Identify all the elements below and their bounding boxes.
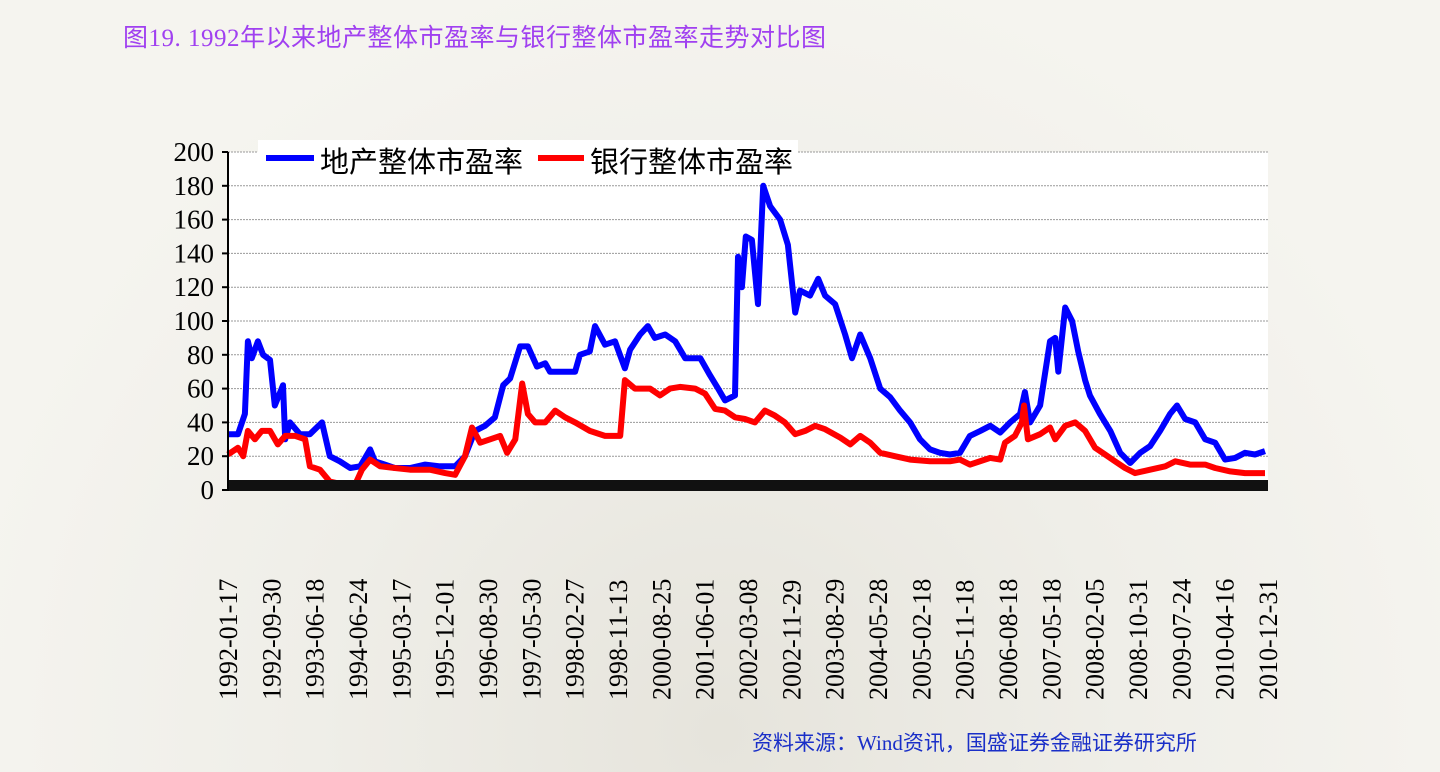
legend-label-real-estate: 地产整体市盈率 [320, 146, 523, 179]
x-tick-label: 2005-02-18 [907, 579, 936, 700]
y-tick-label: 140 [174, 238, 215, 268]
legend: 地产整体市盈率 银行整体市盈率 [258, 140, 798, 182]
x-tick-label: 2010-12-31 [1254, 579, 1283, 700]
x-tick-label: 2008-02-05 [1081, 579, 1110, 700]
y-tick-label: 80 [187, 340, 214, 370]
x-tick-label: 2004-05-28 [864, 579, 893, 700]
legend-label-bank: 银行整体市盈率 [590, 146, 793, 179]
chart-title: 图19. 1992年以来地产整体市盈率与银行整体市盈率走势对比图 [123, 25, 827, 52]
x-axis-dense-ticks [228, 480, 1268, 491]
y-tick-label: 40 [187, 407, 214, 437]
x-tick-label: 2005-11-18 [951, 580, 980, 700]
x-tick-label: 2010-04-16 [1211, 579, 1240, 700]
y-tick-label: 180 [174, 171, 215, 201]
series-line-bank [226, 377, 1265, 488]
y-tick-label: 20 [187, 441, 214, 471]
x-tick-label: 1992-01-17 [214, 579, 243, 700]
series-lines [226, 182, 1266, 488]
x-tick-label: 2001-06-01 [691, 579, 720, 700]
x-tick-label: 2003-08-29 [821, 579, 850, 700]
legend-background [258, 140, 798, 182]
x-tick-label: 1998-02-27 [561, 579, 590, 700]
x-tick-label: 2002-11-29 [777, 580, 806, 700]
y-tick-label: 100 [174, 306, 215, 336]
x-tick-label: 2007-05-18 [1037, 579, 1066, 700]
x-tick-label: 1995-12-01 [431, 579, 460, 700]
source-note: 资料来源：Wind资讯，国盛证券金融证券研究所 [752, 731, 1197, 755]
x-tick-label: 1992-09-30 [257, 579, 286, 700]
x-tick-label: 2006-08-18 [994, 579, 1023, 700]
x-tick-label: 1995-03-17 [387, 579, 416, 700]
x-tick-label: 2008-10-31 [1124, 579, 1153, 700]
x-tick-label: 1997-05-30 [517, 579, 546, 700]
y-tick-label: 120 [174, 272, 215, 302]
x-tick-label: 1993-06-18 [301, 579, 330, 700]
y-tick-label: 0 [201, 475, 215, 505]
x-tick-label: 1998-11-13 [604, 580, 633, 700]
y-tick-label: 60 [187, 374, 214, 404]
x-axis-labels: 1992-01-17 1992-09-30 1993-06-18 1994-06-24… [214, 579, 1283, 700]
y-tick-label: 200 [174, 137, 215, 167]
x-tick-label: 1996-08-30 [474, 579, 503, 700]
x-tick-label: 2002-03-08 [734, 579, 763, 700]
x-tick-label: 2000-08-25 [647, 579, 676, 700]
x-tick-label: 2009-07-24 [1167, 579, 1196, 700]
y-tick-label: 160 [174, 205, 215, 235]
x-tick-label: 1994-06-24 [344, 579, 373, 700]
